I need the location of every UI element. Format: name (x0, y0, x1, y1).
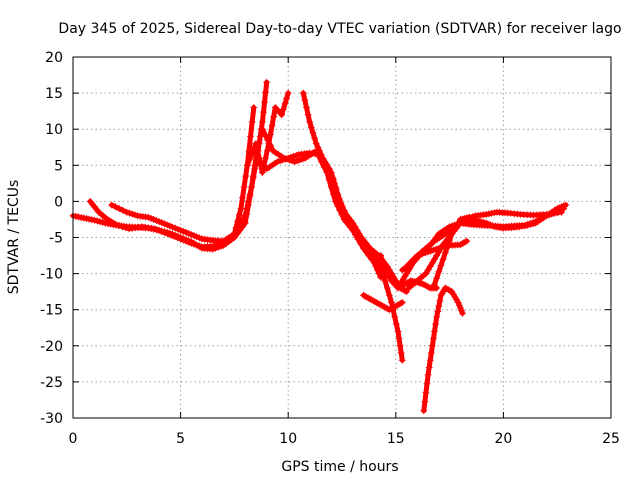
axis-ticks: 0 5 10 15 20 25 -30 -25 -20 -15 -10 -5 0 5 10 15 20 (40, 50, 620, 447)
y-tick-label: 0 (54, 194, 63, 210)
x-tick-label: 10 (279, 431, 297, 447)
plot-frame (72, 56, 612, 419)
series-arc7-markers (258, 125, 385, 281)
y-tick-label: -25 (40, 375, 63, 391)
x-tick-label: 5 (176, 431, 185, 447)
series-arc3-markers (108, 104, 258, 245)
y-tick-label: 20 (45, 50, 63, 66)
y-tick-label: -5 (49, 231, 63, 247)
x-axis-label: GPS time / hours (281, 459, 398, 475)
data-series (69, 78, 570, 415)
y-tick-label: -30 (40, 411, 63, 427)
x-tick-label: 15 (387, 431, 405, 447)
y-tick-label: -10 (40, 267, 63, 283)
chart-title: Day 345 of 2025, Sidereal Day-to-day VTE… (58, 21, 621, 37)
series-arc14-band (421, 285, 465, 414)
y-axis-label: SDTVAR / TECUs (6, 180, 22, 295)
x-tick-label: 25 (602, 431, 620, 447)
y-tick-label: -15 (40, 303, 63, 319)
x-tick-label: 0 (69, 431, 78, 447)
y-tick-label: 15 (45, 86, 63, 102)
y-tick-label: 10 (45, 122, 63, 138)
series-arc15-markers (431, 213, 473, 288)
series-arc14-markers (420, 284, 466, 415)
x-tick-label: 20 (494, 431, 512, 447)
series-arc3-band (109, 105, 257, 244)
grid (73, 57, 611, 418)
y-tick-label: -20 (40, 339, 63, 355)
y-tick-label: 5 (54, 158, 63, 174)
series-arc4-markers (243, 89, 292, 176)
series-arc8-markers (360, 291, 406, 314)
